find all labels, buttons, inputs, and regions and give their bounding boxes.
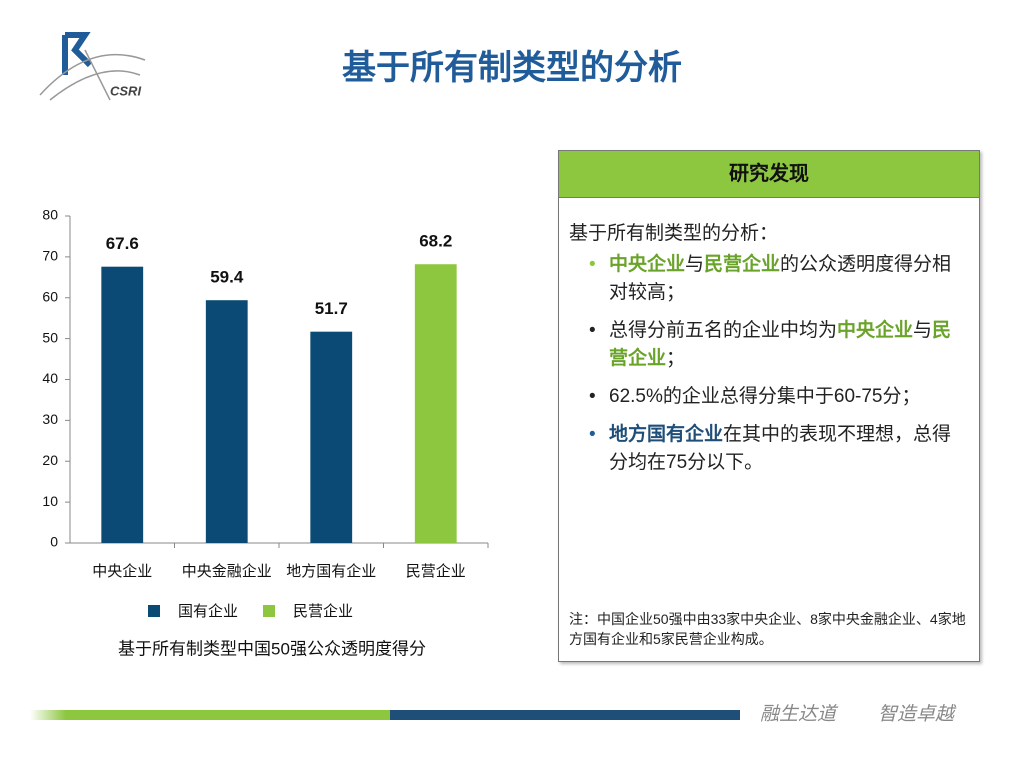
finding: 总得分前五名的企业中均为中央企业与民营企业； [589, 317, 965, 373]
data-label: 68.2 [419, 232, 452, 251]
x-tick-label: 地方国有企业 [286, 562, 376, 580]
logo-mark [62, 32, 93, 75]
legend-label: 民营企业 [293, 602, 353, 620]
text: 62.5%的企业总得分集中于60-75分； [609, 386, 921, 407]
legend-swatch [148, 605, 160, 617]
highlight: 中央企业 [609, 254, 686, 275]
bar [205, 300, 248, 543]
y-tick-label: 80 [42, 207, 58, 223]
text: 与 [685, 254, 705, 275]
findings-intro: 基于所有制类型的分析： [569, 223, 779, 244]
finding: 62.5%的企业总得分集中于60-75分； [589, 383, 965, 411]
text: ； [666, 348, 686, 369]
y-tick-label: 60 [42, 288, 58, 304]
bar [414, 264, 457, 543]
legend-swatch [263, 605, 275, 617]
highlight: 民营企业 [609, 320, 952, 369]
bar [310, 331, 353, 543]
slogan: 智造卓越 [878, 703, 957, 725]
logo-text: CSRI [110, 83, 141, 98]
text: 总得分前五名的企业中均为 [609, 320, 838, 341]
chart: 基于所有制类型中国50强公众透明度得分 0 10 20 30 40 50 60 70 80 中央企… [42, 207, 489, 658]
y-tick-label: 20 [42, 452, 58, 468]
logo-globe [39, 49, 146, 101]
findings-heading: 研究发现 [559, 151, 979, 198]
y-tick-label: 40 [42, 370, 58, 386]
highlight: 民营企业 [704, 254, 781, 275]
y-tick-label: 10 [42, 493, 58, 509]
highlight: 地方国有企业 [609, 424, 724, 445]
findings-box: 研究发现 基于所有制类型的分析： 中央企业与民营企业的公众透明度得分相对较高； … [558, 150, 980, 662]
bar [101, 266, 144, 543]
text: 的公众透明度得分相对较高； [609, 254, 952, 303]
logo: CSRI [39, 32, 146, 101]
finding: 中央企业与民营企业的公众透明度得分相对较高； [589, 251, 965, 307]
data-label: 51.7 [315, 299, 348, 318]
findings-note: 注：中国企业50强中由33家中央企业、8家中央金融企业、4家地方国有企业和5家民… [569, 611, 966, 647]
x-tick-label: 中央企业 [92, 562, 152, 580]
text: 与 [913, 320, 933, 341]
footer-bar-blue [390, 710, 740, 720]
x-tick-label: 民营企业 [406, 562, 466, 580]
finding: 地方国有企业在其中的表现不理想，总得分均在75分以下。 [589, 421, 965, 477]
x-tick-label: 中央金融企业 [182, 562, 272, 580]
footer-bar-green [30, 710, 390, 720]
legend-label: 国有企业 [178, 602, 238, 620]
findings-list: 中央企业与民营企业的公众透明度得分相对较高； 总得分前五名的企业中均为中央企业与… [589, 251, 965, 477]
chart-caption: 基于所有制类型中国50强公众透明度得分 [118, 639, 426, 658]
y-tick-label: 70 [42, 248, 58, 264]
y-tick-label: 50 [42, 329, 58, 345]
slide-title: 基于所有制类型的分析 [342, 49, 682, 87]
y-tick-label: 0 [50, 534, 58, 550]
slogan: 融生达道 [760, 703, 839, 725]
text: 在其中的表现不理想，总得分均在75分以下。 [609, 424, 952, 473]
footer: 融生达道 智造卓越 [30, 703, 957, 725]
y-tick-label: 30 [42, 411, 58, 427]
highlight: 中央企业 [837, 320, 914, 341]
data-label: 67.6 [106, 234, 139, 253]
data-label: 59.4 [210, 268, 244, 287]
